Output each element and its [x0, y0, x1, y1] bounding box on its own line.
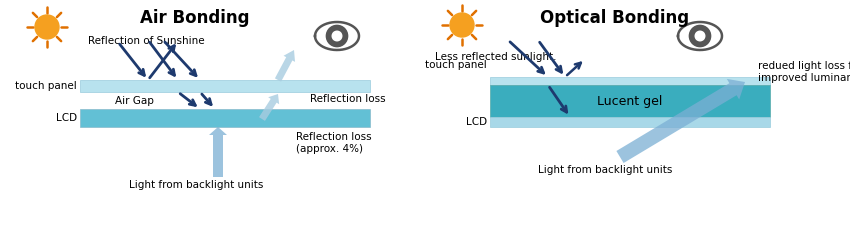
Circle shape — [35, 15, 59, 39]
Polygon shape — [209, 127, 227, 142]
Polygon shape — [616, 79, 745, 163]
Text: Air Gap: Air Gap — [115, 96, 154, 105]
Text: Air Bonding: Air Bonding — [140, 9, 250, 27]
Polygon shape — [678, 22, 722, 50]
Text: touch panel: touch panel — [425, 60, 487, 70]
Circle shape — [326, 25, 348, 47]
Circle shape — [450, 13, 474, 37]
Text: redued light loss from backlight  units.
improved luminance(approx. 8%): redued light loss from backlight units. … — [758, 61, 850, 83]
Polygon shape — [259, 94, 279, 121]
Text: Light from backlight units: Light from backlight units — [129, 180, 264, 190]
Text: Optical Bonding: Optical Bonding — [541, 9, 689, 27]
Text: Lucent gel: Lucent gel — [598, 95, 663, 108]
Text: Reflection loss: Reflection loss — [310, 94, 386, 104]
Bar — [80, 80, 370, 92]
Text: LCD: LCD — [56, 113, 77, 123]
Text: LCD: LCD — [466, 117, 487, 127]
Polygon shape — [315, 22, 359, 50]
Circle shape — [695, 31, 705, 41]
Circle shape — [689, 25, 711, 47]
Bar — [213, 142, 223, 177]
Bar — [490, 85, 770, 117]
Polygon shape — [275, 50, 295, 82]
Text: touch panel: touch panel — [15, 81, 77, 91]
Text: Reflection of Sunshine: Reflection of Sunshine — [88, 36, 205, 46]
Text: Light from backlight units: Light from backlight units — [538, 165, 672, 175]
Circle shape — [332, 31, 342, 41]
Text: Less reflected sunlight.: Less reflected sunlight. — [435, 52, 557, 62]
Bar — [490, 117, 770, 127]
Bar — [80, 109, 370, 127]
Bar — [490, 77, 770, 85]
Text: Reflection loss
(approx. 4%): Reflection loss (approx. 4%) — [296, 132, 371, 154]
